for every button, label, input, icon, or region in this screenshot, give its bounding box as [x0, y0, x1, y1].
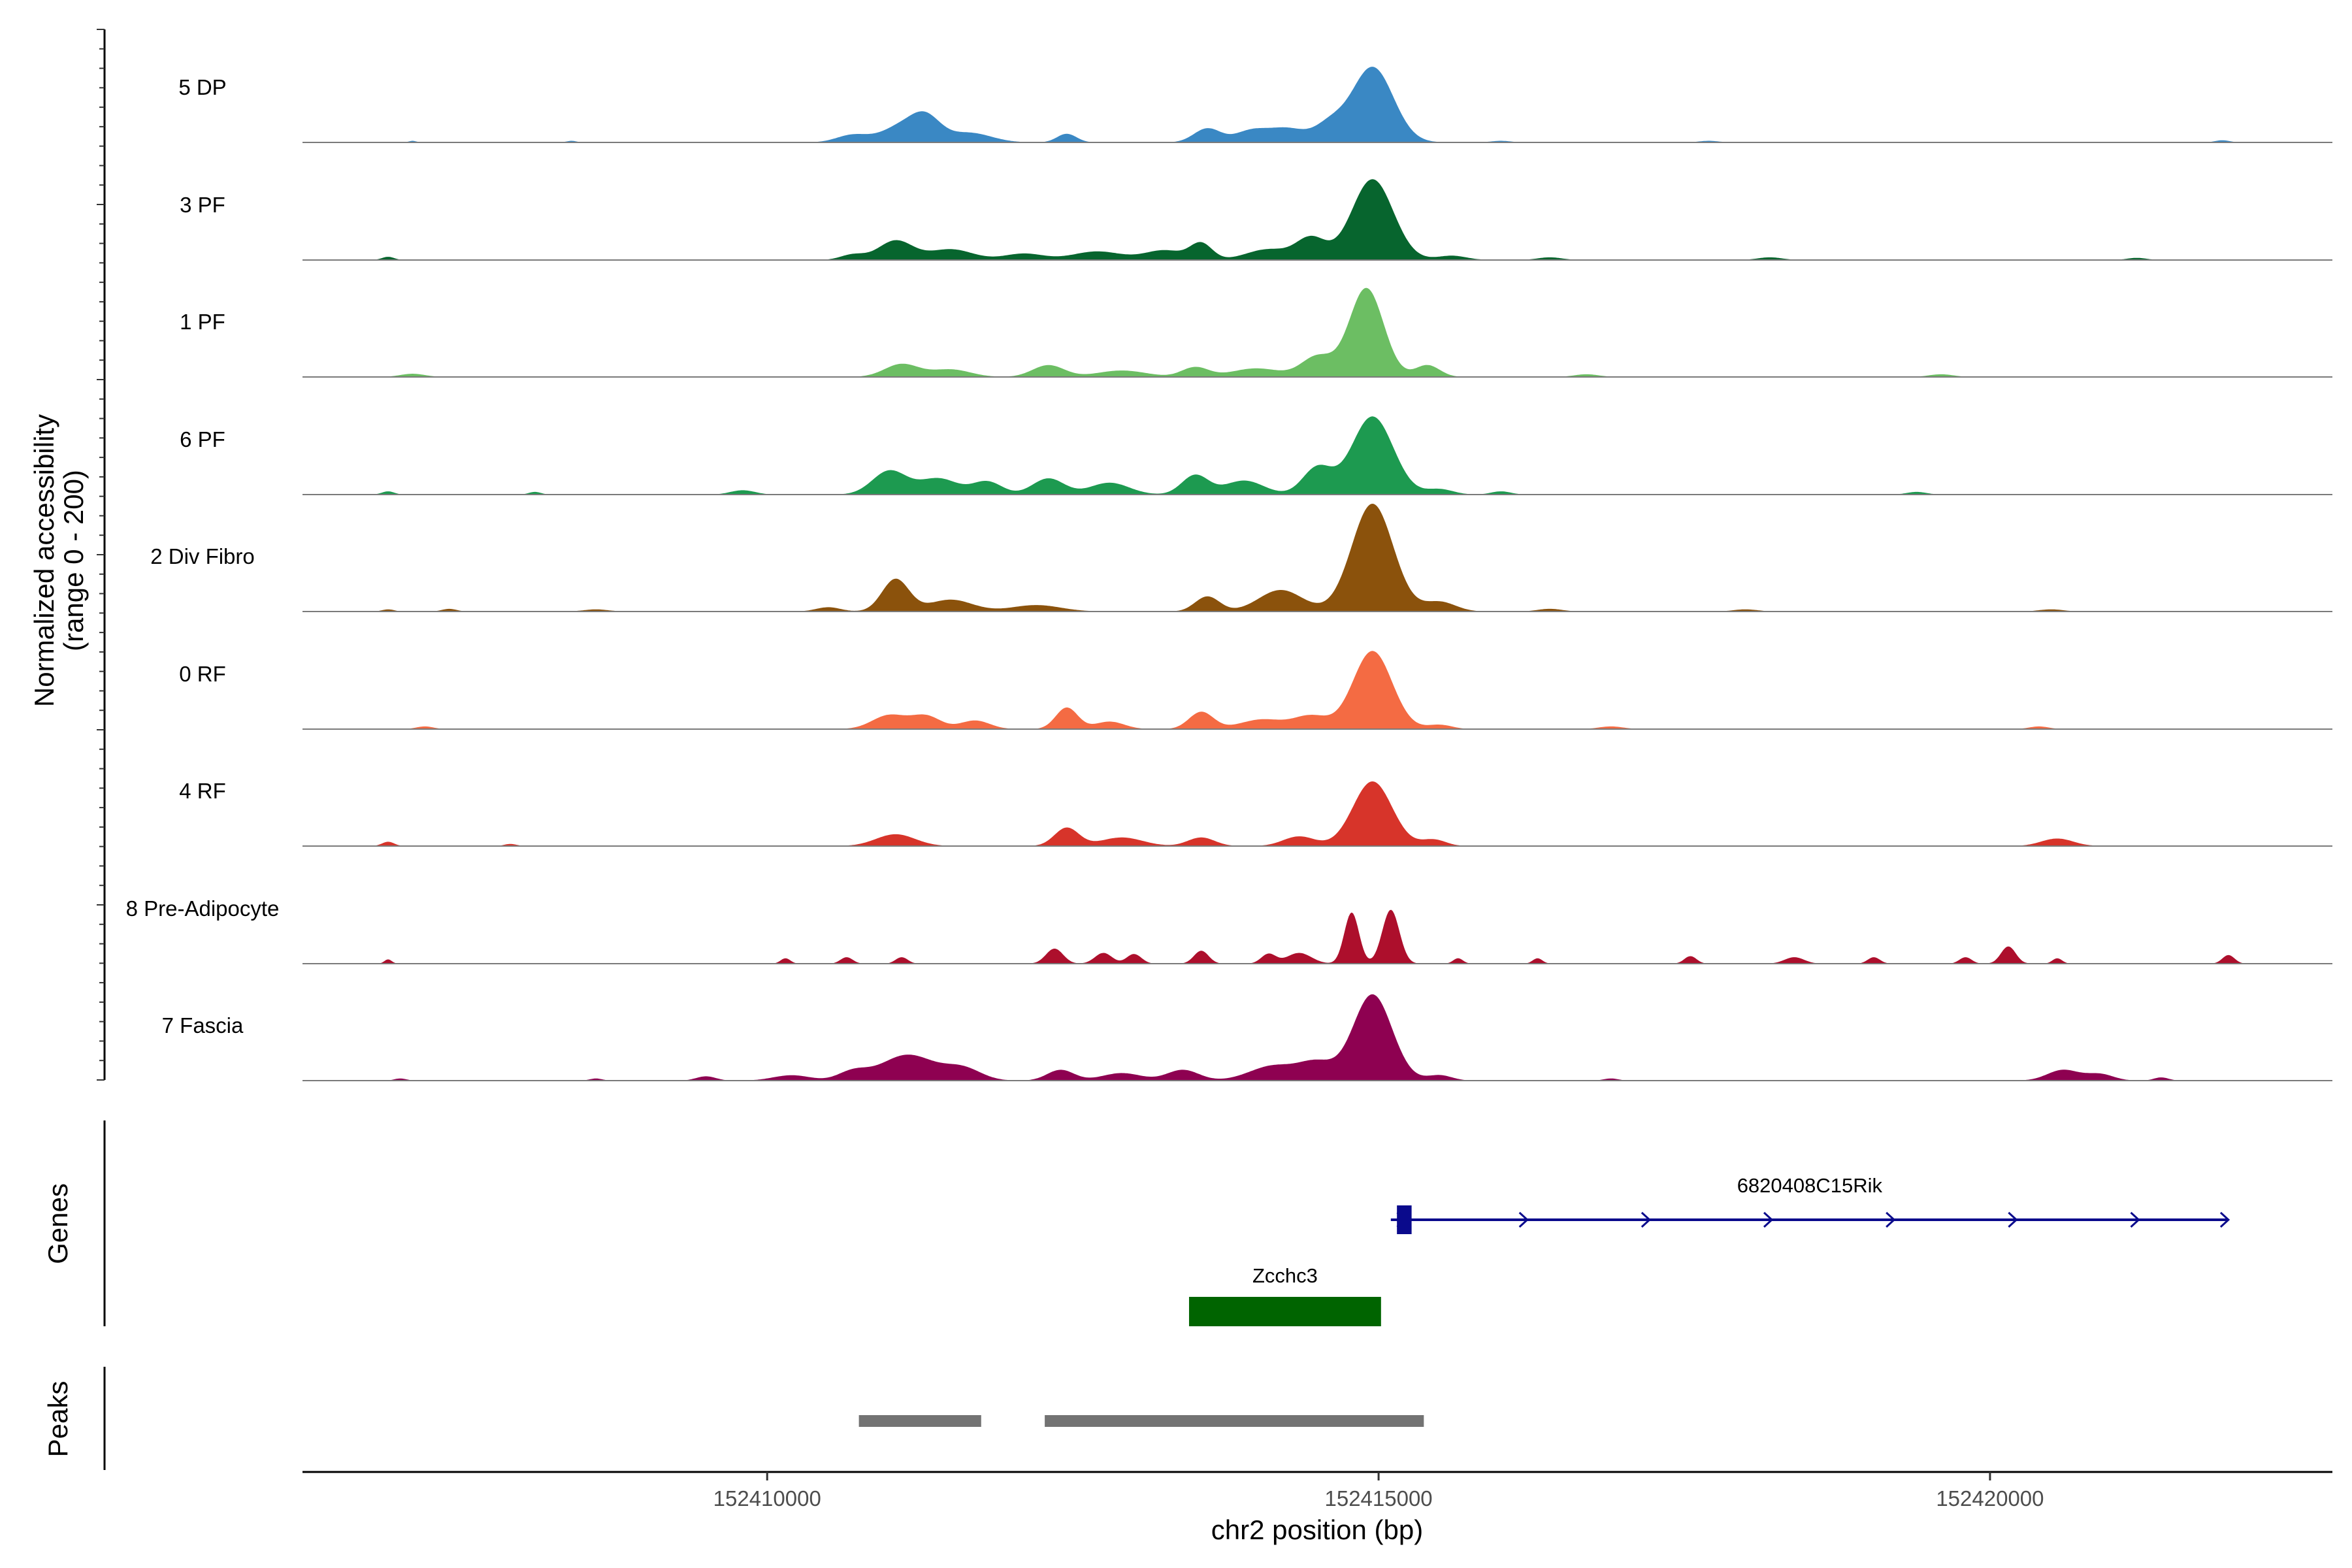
track-3-pf: 3 PF [180, 179, 2332, 261]
left-axis-ticks [97, 29, 106, 1081]
coverage-area [302, 994, 2332, 1081]
coverage-area [302, 909, 2332, 964]
track-1-pf: 1 PF [180, 287, 2332, 378]
coverage-area [302, 416, 2332, 495]
track-label: 5 DP [178, 75, 226, 99]
track-label: 6 PF [180, 427, 225, 451]
coverage-area [302, 67, 2332, 142]
coverage-area [302, 504, 2332, 612]
y-axis-title-line2: (range 0 - 200) [58, 470, 89, 651]
y-axis-title-line1: Normalized accessibility [29, 414, 59, 707]
peak-region [858, 1415, 981, 1427]
x-axis-ticks: 152410000 152415000 152420000 [713, 1472, 2044, 1511]
track-label: 1 PF [180, 310, 225, 334]
track-2-div-fibro: 2 Div Fibro [150, 504, 2332, 612]
track-label: 3 PF [180, 193, 225, 217]
track-label: 4 RF [179, 779, 226, 803]
x-axis-title: chr2 position (bp) [1211, 1514, 1424, 1545]
strand-arrow [1886, 1211, 1896, 1228]
coverage-area [302, 651, 2332, 729]
coverage-area [302, 781, 2332, 846]
strand-arrow [2008, 1211, 2018, 1228]
strand-arrow [2219, 1211, 2230, 1228]
strand-arrow [2130, 1211, 2140, 1228]
peak-regions [858, 1415, 1424, 1427]
track-5-dp: 5 DP [178, 67, 2332, 143]
track-4-rf: 4 RF [179, 779, 2332, 847]
track-label: 8 Pre-Adipocyte [126, 896, 280, 921]
track-label: 2 Div Fibro [150, 544, 255, 568]
x-tick-label: 152415000 [1324, 1486, 1432, 1511]
coverage-area [302, 179, 2332, 260]
track-6-pf: 6 PF [180, 416, 2332, 495]
track-label: 7 Fascia [162, 1013, 244, 1037]
strand-arrow [1763, 1211, 1774, 1228]
gene-label: Zcchc3 [1252, 1264, 1318, 1287]
gene-label: 6820408C15Rik [1737, 1174, 1883, 1197]
coverage-tracks: 5 DP 3 PF 1 PF 6 PF 2 Div Fibro 0 RF 4 RF 8 Pre… [126, 67, 2332, 1081]
track-8-pre-adipocyte: 8 Pre-Adipocyte [126, 896, 2332, 964]
x-tick-label: 152410000 [713, 1486, 821, 1511]
gene-annotations: 6820408C15Rik Zcchc3 [1188, 1174, 2230, 1326]
track-label: 0 RF [179, 662, 226, 686]
strand-arrow [1641, 1211, 1652, 1228]
peak-region [1045, 1415, 1424, 1427]
peaks-panel-label: Peaks [42, 1381, 73, 1458]
track-0-rf: 0 RF [179, 651, 2332, 730]
x-tick-label: 152420000 [1936, 1486, 2044, 1511]
strand-arrow [1518, 1211, 1529, 1228]
gene-exon [1397, 1205, 1412, 1234]
coverage-area [302, 287, 2332, 377]
gene-body [1188, 1297, 1381, 1326]
genes-panel-label: Genes [42, 1183, 73, 1264]
track-7-fascia: 7 Fascia [162, 994, 2332, 1081]
